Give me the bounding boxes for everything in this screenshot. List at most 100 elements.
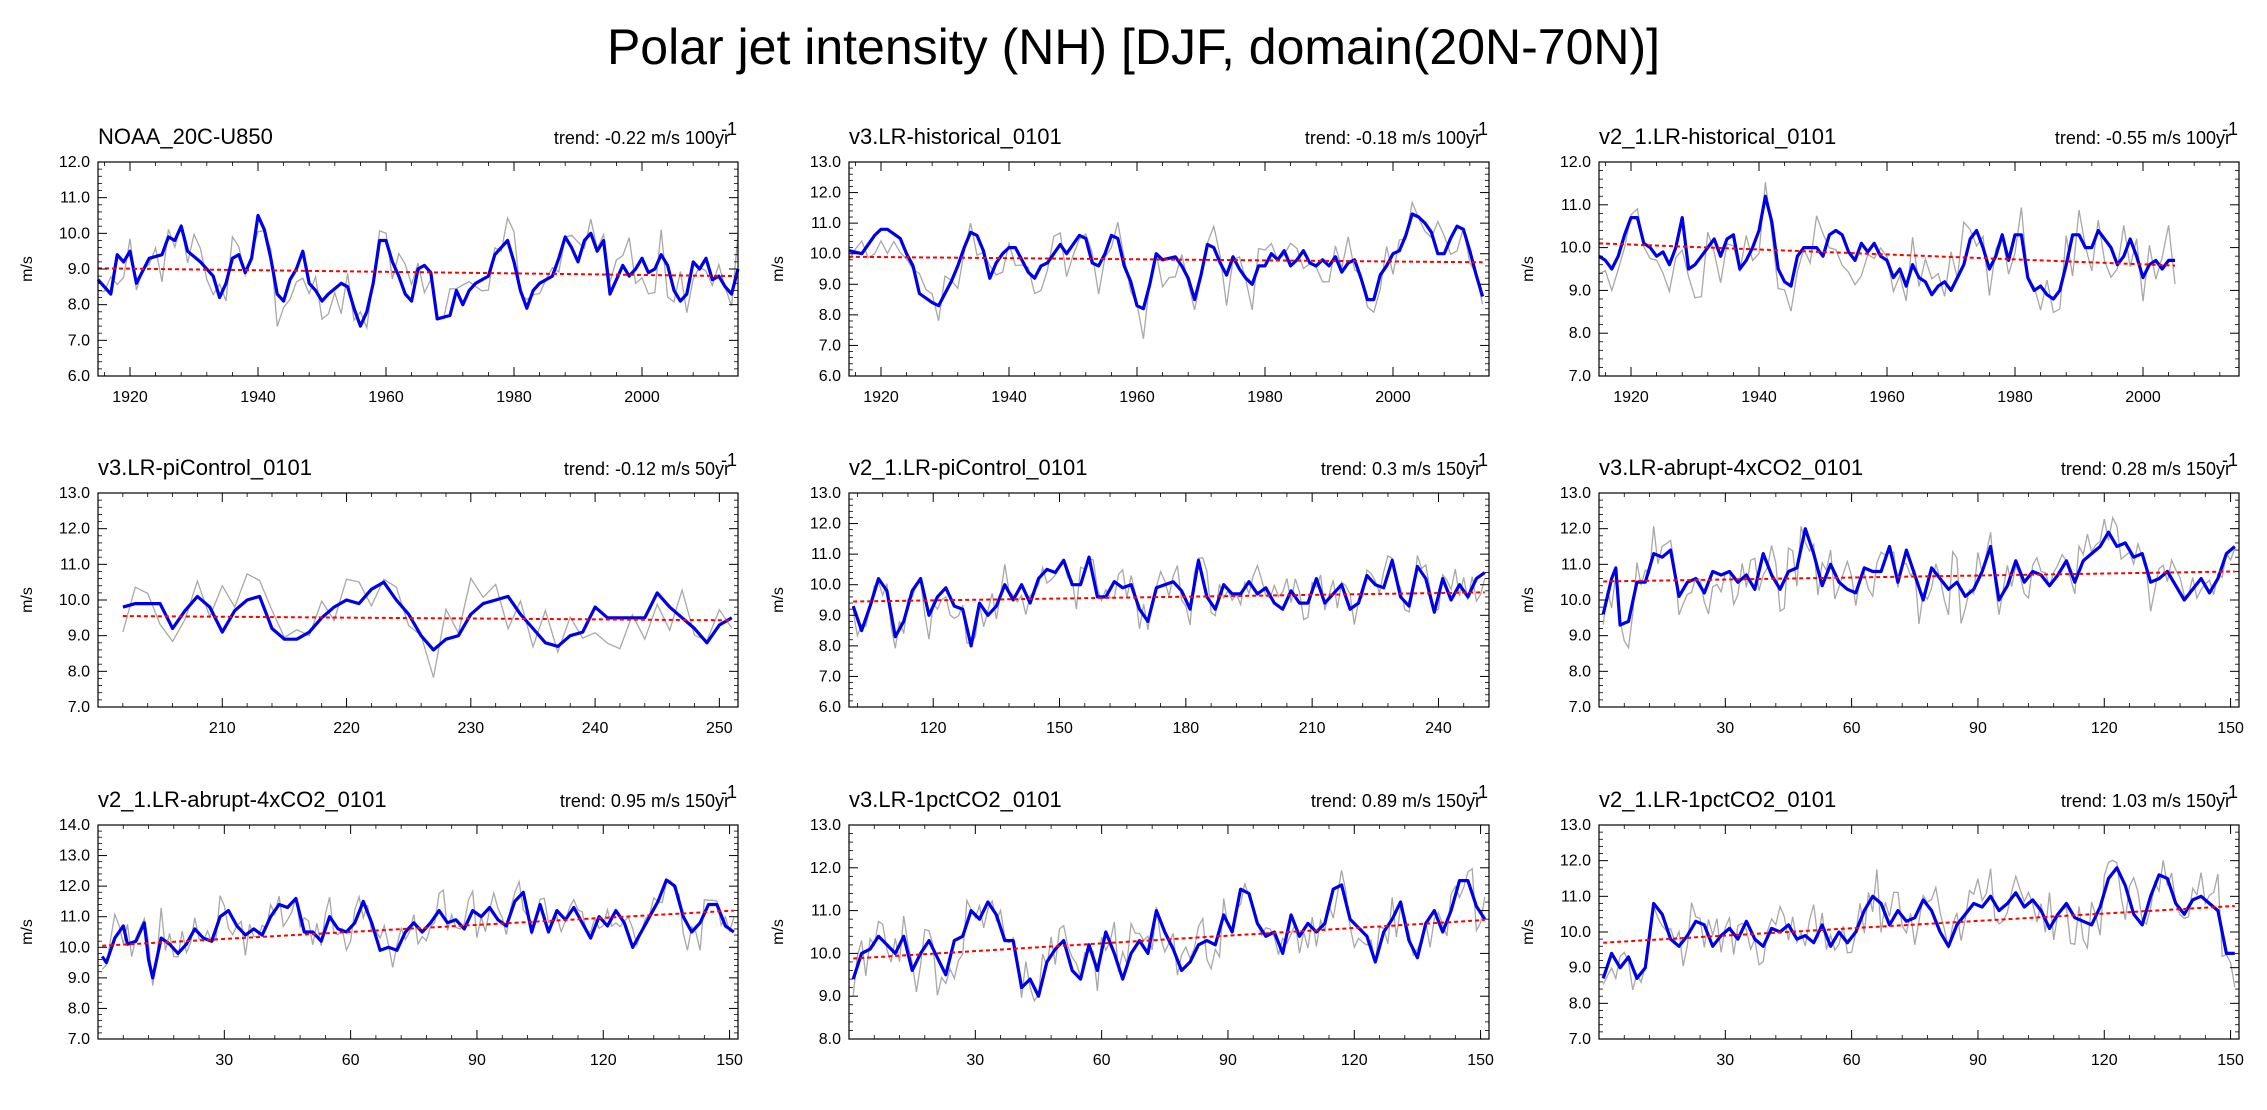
trend-line (1598, 242, 2176, 267)
x-tick-label: 120 (920, 720, 947, 737)
x-tick-label: 120 (590, 1052, 617, 1069)
x-tick-label: 1940 (1741, 389, 1777, 406)
x-tick-label: 150 (1467, 1052, 1494, 1069)
panel-trend-label: trend: 0.3 m/s 150yr (1321, 459, 1481, 479)
y-tick-label: 7.0 (1569, 699, 1591, 716)
x-tick-label: 60 (1093, 1052, 1111, 1069)
y-tick-label: 11.0 (1561, 888, 1591, 905)
y-tick-label: 7.0 (819, 337, 841, 354)
trend-exponent: -1 (2222, 782, 2238, 802)
y-tick-label: 9.0 (819, 607, 841, 624)
y-tick-label: 13.0 (810, 817, 841, 834)
x-tick-label: 2000 (624, 389, 660, 406)
y-tick-label: 6.0 (68, 368, 90, 385)
trend-line (1603, 570, 2235, 583)
x-tick-label: 240 (1425, 720, 1452, 737)
x-tick-label: 230 (457, 720, 484, 737)
y-tick-label: 10.0 (1560, 592, 1591, 609)
y-tick-label: 9.0 (1569, 960, 1591, 977)
x-tick-label: 210 (1299, 720, 1326, 737)
panel-5: v2_1.LR-piControl_0101 trend: 0.3 m/s 150… (770, 450, 1490, 737)
trend-exponent: -1 (721, 782, 737, 802)
y-axis-label: m/s (19, 919, 36, 945)
trend-exponent: -1 (2222, 450, 2238, 470)
y-tick-label: 12.0 (1560, 521, 1591, 538)
y-axis-label: m/s (1520, 587, 1537, 613)
panel-trend-label: trend: -0.55 m/s 100yr (2055, 128, 2231, 148)
panel-7: v2_1.LR-abrupt-4xCO2_0101 trend: 0.95 m/s… (19, 782, 743, 1069)
x-tick-label: 90 (1219, 1052, 1237, 1069)
x-tick-label: 30 (1716, 720, 1734, 737)
y-tick-label: 8.0 (1569, 325, 1591, 342)
y-axis-label: m/s (19, 256, 36, 282)
y-tick-label: 12.0 (810, 185, 841, 202)
x-tick-label: 1980 (1997, 389, 2033, 406)
y-tick-label: 10.0 (1560, 924, 1591, 941)
panel-trend-label: trend: -0.18 m/s 100yr (1305, 128, 1481, 148)
trend-line (853, 919, 1485, 960)
x-tick-label: 60 (342, 1052, 360, 1069)
x-tick-label: 1940 (991, 389, 1027, 406)
trend-line (122, 615, 732, 622)
panel-title: v2_1.LR-abrupt-4xCO2_0101 (98, 787, 387, 812)
x-tick-label: 90 (1969, 720, 1987, 737)
x-tick-label: 60 (1843, 720, 1861, 737)
y-tick-label: 10.0 (1560, 240, 1591, 257)
y-tick-label: 12.0 (59, 878, 90, 895)
x-tick-label: 150 (1046, 720, 1073, 737)
trend-line (848, 255, 1483, 264)
y-tick-label: 12.0 (1560, 154, 1591, 171)
x-tick-label: 30 (215, 1052, 233, 1069)
y-tick-label: 9.0 (68, 628, 90, 645)
x-tick-label: 240 (582, 720, 609, 737)
smoothed-series-line (848, 212, 1485, 311)
y-tick-label: 9.0 (819, 988, 841, 1005)
y-tick-label: 11.0 (60, 556, 90, 573)
y-axis-label: m/s (770, 919, 787, 945)
y-axis-label: m/s (19, 587, 36, 613)
plot-frame (848, 161, 1490, 377)
y-tick-label: 9.0 (1569, 628, 1591, 645)
y-tick-label: 7.0 (1569, 1031, 1591, 1048)
trend-line (102, 909, 734, 947)
y-tick-label: 8.0 (819, 638, 841, 655)
y-tick-label: 8.0 (819, 1031, 841, 1048)
y-tick-label: 8.0 (68, 297, 90, 314)
y-tick-label: 13.0 (810, 485, 841, 502)
x-tick-label: 210 (209, 720, 236, 737)
y-axis-label: m/s (1520, 919, 1537, 945)
x-tick-label: 120 (1341, 1052, 1368, 1069)
panel-trend-label: trend: 0.95 m/s 150yr (560, 791, 730, 811)
raw-series-line (848, 199, 1484, 339)
y-tick-label: 9.0 (68, 970, 90, 987)
smoothed-series-line (100, 878, 735, 980)
panel-2: v3.LR-historical_0101 trend: -0.18 m/s 10… (770, 119, 1490, 406)
trend-line (97, 267, 739, 278)
plot-frame (848, 492, 1490, 708)
x-tick-label: 1920 (863, 389, 899, 406)
x-tick-label: 1980 (496, 389, 532, 406)
y-tick-label: 8.0 (1569, 663, 1591, 680)
panel-title: v2_1.LR-piControl_0101 (849, 455, 1088, 480)
x-tick-label: 220 (333, 720, 360, 737)
panel-title: v3.LR-1pctCO2_0101 (849, 787, 1062, 812)
panel-trend-label: trend: 0.89 m/s 150yr (1311, 791, 1481, 811)
y-tick-label: 7.0 (68, 1031, 90, 1048)
x-tick-label: 1980 (1247, 389, 1283, 406)
y-tick-label: 7.0 (819, 668, 841, 685)
panel-6: v3.LR-abrupt-4xCO2_0101 trend: 0.28 m/s 1… (1520, 450, 2244, 737)
y-tick-label: 12.0 (1560, 853, 1591, 870)
x-tick-label: 90 (468, 1052, 486, 1069)
y-tick-label: 11.0 (1561, 556, 1591, 573)
x-tick-label: 150 (716, 1052, 743, 1069)
plot-frame (1598, 161, 2240, 377)
panel-trend-label: trend: 1.03 m/s 150yr (2061, 791, 2231, 811)
y-tick-label: 12.0 (59, 521, 90, 538)
figure-title: Polar jet intensity (NH) [DJF, domain(20… (606, 19, 1661, 75)
trend-line (1603, 904, 2235, 944)
y-tick-label: 9.0 (68, 261, 90, 278)
panel-8: v3.LR-1pctCO2_0101 trend: 0.89 m/s 150yr-… (770, 782, 1494, 1069)
y-tick-label: 9.0 (1569, 282, 1591, 299)
panel-title: v3.LR-abrupt-4xCO2_0101 (1599, 455, 1863, 480)
raw-series-line (852, 867, 1486, 1003)
